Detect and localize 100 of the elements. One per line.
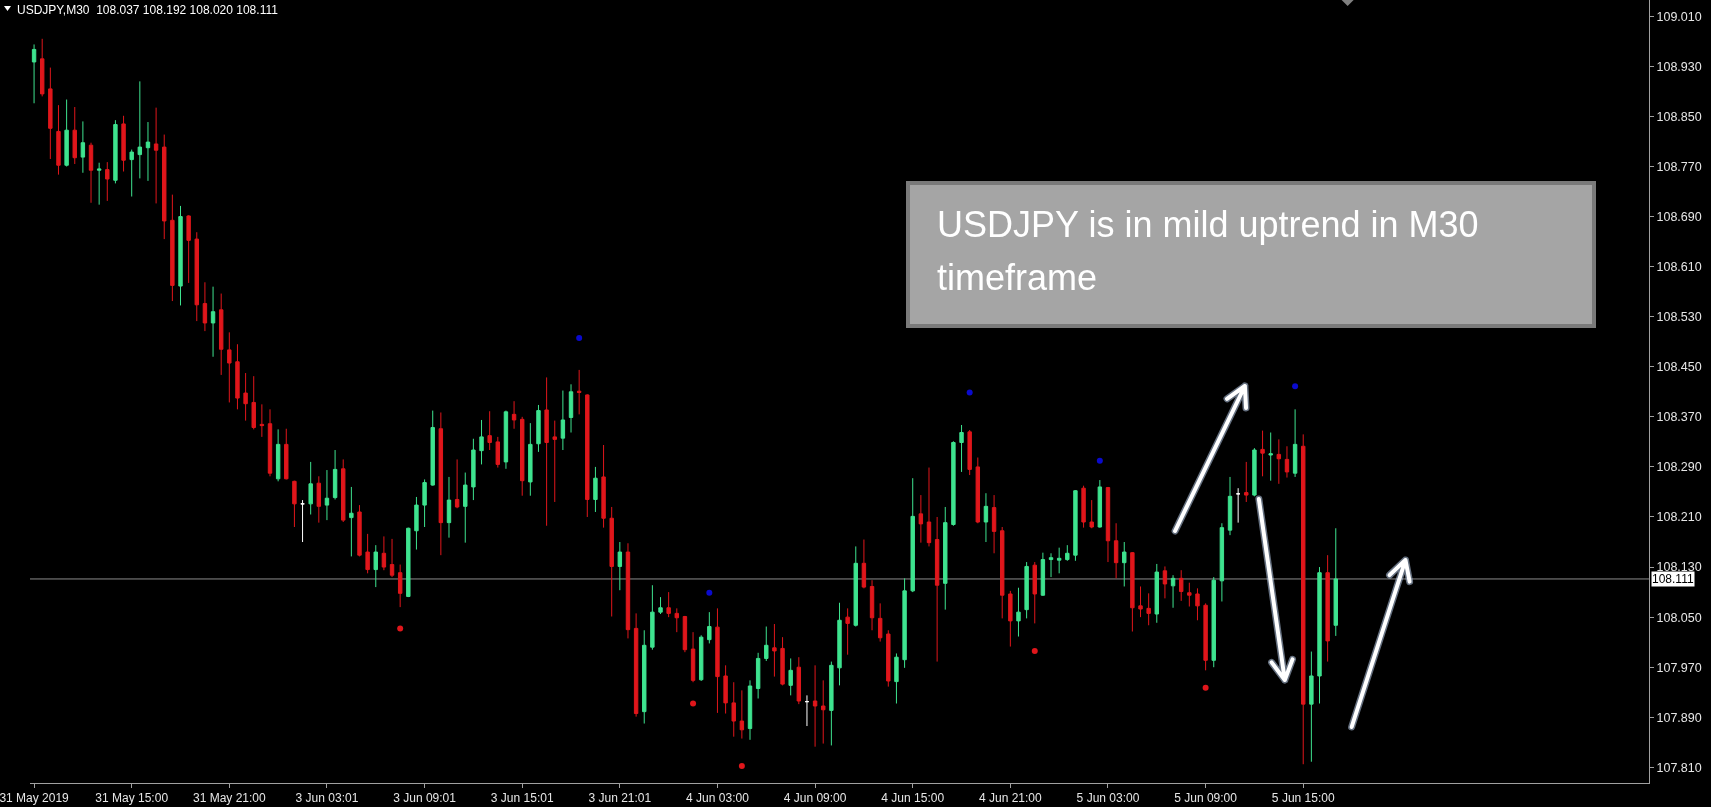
candlestick	[357, 504, 362, 557]
candlestick	[552, 420, 557, 503]
candlestick	[1170, 574, 1176, 609]
x-tick-label: 3 Jun 09:01	[393, 791, 457, 806]
candlestick	[341, 458, 346, 523]
point	[1202, 684, 1209, 691]
candlestick	[300, 499, 305, 543]
x-tick-label: 5 Jun 03:00	[1076, 791, 1140, 806]
candlestick	[959, 424, 964, 473]
candlestick	[1146, 592, 1151, 626]
candlestick	[837, 602, 842, 686]
candlestick	[1284, 445, 1290, 479]
y-tick-label: 108.290	[1656, 460, 1702, 475]
candlestick	[1065, 544, 1070, 562]
x-tick-label: 31 May 15:00	[95, 791, 169, 806]
candlestick	[1178, 569, 1184, 602]
candlestick	[698, 634, 704, 682]
candlestick	[821, 679, 826, 745]
x-tick-label: 31 May 2019	[0, 791, 70, 806]
candlestick	[1016, 587, 1021, 638]
candlestick	[739, 689, 745, 740]
candlestick	[788, 657, 793, 696]
y-tick-label: 108.690	[1656, 209, 1702, 224]
candlestick	[1008, 590, 1013, 648]
y-tick-label: 108.370	[1656, 410, 1702, 425]
candlestick	[1292, 408, 1298, 478]
candlestick	[642, 629, 647, 725]
point	[1096, 457, 1103, 464]
x-tick-label: 4 Jun 21:00	[978, 791, 1043, 806]
candlestick	[1048, 552, 1054, 578]
candlestick	[1203, 602, 1208, 671]
candlestick	[1227, 476, 1233, 536]
candlestick	[251, 375, 256, 430]
candlestick	[1268, 432, 1273, 482]
candlestick	[389, 538, 395, 578]
y-tick-label: 108.610	[1656, 260, 1702, 275]
candlestick	[991, 494, 997, 554]
candlestick	[430, 410, 435, 487]
candlestick	[593, 466, 598, 513]
candlestick	[88, 142, 94, 204]
candlestick	[202, 281, 208, 332]
candlestick	[715, 607, 720, 714]
candlestick	[284, 428, 289, 480]
candlestick	[1097, 479, 1103, 529]
candlestick	[373, 544, 378, 588]
candlestick	[812, 664, 818, 748]
candlestick	[975, 457, 981, 524]
candlestick	[487, 410, 492, 451]
candlestick	[861, 539, 867, 589]
candlestick	[520, 416, 525, 497]
candlestick	[707, 611, 712, 644]
candlestick	[275, 428, 281, 482]
candlestick	[1122, 541, 1127, 587]
candlestick	[446, 476, 452, 539]
candlestick	[1081, 485, 1086, 529]
candlestick	[308, 461, 313, 515]
candlestick	[72, 106, 77, 165]
candlestick	[397, 564, 403, 608]
y-tick-label: 108.530	[1656, 310, 1702, 325]
candlestick	[471, 438, 476, 501]
candlestick	[877, 602, 883, 643]
candlestick	[259, 403, 265, 438]
candlestick	[153, 107, 159, 204]
candlestick	[1000, 526, 1005, 619]
candlestick	[438, 411, 444, 556]
candlestick	[64, 99, 69, 167]
candlestick	[194, 231, 199, 322]
candlestick	[1032, 561, 1037, 624]
candlestick	[1105, 486, 1111, 563]
candlestick	[918, 494, 924, 544]
candlestick	[576, 369, 582, 415]
candlestick	[406, 527, 411, 598]
y-tick-label: 108.930	[1656, 59, 1702, 74]
candlestick	[780, 636, 785, 686]
x-tick-label: 3 Jun 03:01	[295, 791, 359, 806]
candlestick	[479, 419, 484, 465]
candlestick	[633, 612, 639, 718]
candlestick	[560, 390, 566, 451]
point	[397, 625, 404, 632]
candlestick	[414, 496, 419, 551]
candlestick	[227, 331, 232, 403]
y-tick-label: 107.810	[1656, 760, 1702, 775]
candlestick	[1056, 547, 1062, 574]
candlestick	[666, 591, 671, 618]
x-tick-label: 3 Jun 21:01	[588, 791, 652, 806]
candlestick	[243, 372, 248, 422]
y-tick-label: 107.970	[1656, 660, 1702, 675]
candlestick	[943, 506, 948, 611]
candlestick	[1333, 527, 1338, 637]
candlestick	[31, 43, 37, 104]
candlestick	[137, 80, 143, 179]
point	[738, 763, 745, 770]
candlestick	[162, 134, 167, 240]
candlestick	[1260, 430, 1265, 477]
candlestick	[625, 542, 631, 639]
candlestick	[1317, 566, 1322, 705]
x-tick-label: 4 Jun 09:00	[783, 791, 847, 806]
point	[576, 334, 583, 341]
candlestick	[1073, 489, 1078, 562]
candlestick	[544, 376, 549, 527]
